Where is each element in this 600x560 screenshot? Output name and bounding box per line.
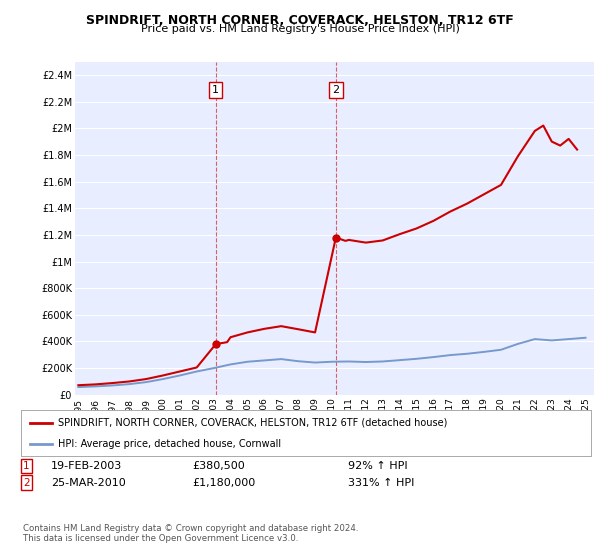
- Text: 2: 2: [23, 478, 29, 488]
- Text: 92% ↑ HPI: 92% ↑ HPI: [348, 461, 407, 471]
- Text: Contains HM Land Registry data © Crown copyright and database right 2024.
This d: Contains HM Land Registry data © Crown c…: [23, 524, 358, 543]
- Text: 25-MAR-2010: 25-MAR-2010: [51, 478, 126, 488]
- Text: 1: 1: [23, 461, 29, 471]
- Text: 2: 2: [332, 85, 340, 95]
- Text: Price paid vs. HM Land Registry's House Price Index (HPI): Price paid vs. HM Land Registry's House …: [140, 24, 460, 34]
- Text: £1,180,000: £1,180,000: [192, 478, 255, 488]
- Text: 331% ↑ HPI: 331% ↑ HPI: [348, 478, 415, 488]
- Text: SPINDRIFT, NORTH CORNER, COVERACK, HELSTON, TR12 6TF (detached house): SPINDRIFT, NORTH CORNER, COVERACK, HELST…: [58, 418, 448, 428]
- Text: £380,500: £380,500: [192, 461, 245, 471]
- Text: 1: 1: [212, 85, 220, 95]
- Text: HPI: Average price, detached house, Cornwall: HPI: Average price, detached house, Corn…: [58, 439, 281, 449]
- Text: SPINDRIFT, NORTH CORNER, COVERACK, HELSTON, TR12 6TF: SPINDRIFT, NORTH CORNER, COVERACK, HELST…: [86, 14, 514, 27]
- Text: 19-FEB-2003: 19-FEB-2003: [51, 461, 122, 471]
